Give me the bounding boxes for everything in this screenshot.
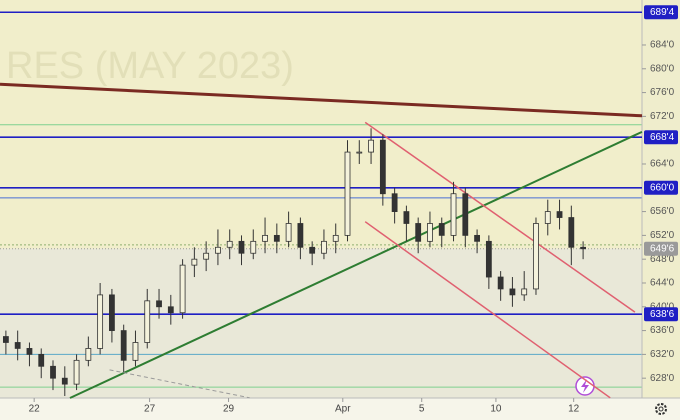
candle-body [203, 252, 210, 260]
candle-body [391, 193, 398, 212]
y-tick-label: 640'0 [650, 301, 675, 312]
candle-body [474, 234, 480, 242]
candle-body [403, 211, 410, 224]
price-label: 660'0 [650, 182, 675, 193]
trend-line [109, 369, 250, 399]
candle-body [215, 246, 221, 254]
y-tick-label: 656'0 [650, 206, 675, 217]
price-label-box [644, 307, 678, 322]
candle-body [568, 217, 575, 248]
axis-bg [642, 0, 680, 398]
candle-body [250, 240, 257, 254]
candle-body [415, 223, 422, 242]
candle-body [73, 359, 80, 385]
candle-body [297, 223, 304, 248]
y-tick-label: 652'0 [650, 230, 675, 241]
trend-line [0, 82, 643, 118]
candle-body [309, 246, 316, 254]
x-tick-label: 22 [29, 404, 41, 415]
candle-body [509, 288, 516, 296]
candle-body [580, 246, 587, 250]
price-label: 638'6 [650, 309, 675, 320]
candle-body [238, 240, 245, 254]
candle-body [344, 151, 351, 236]
candle-body [179, 264, 186, 314]
settings-icon[interactable] [655, 403, 667, 415]
candle-body [556, 211, 563, 218]
x-tick-label: 10 [490, 404, 502, 415]
candle-body [167, 306, 174, 314]
candle-body [109, 294, 115, 331]
candle-body [26, 348, 33, 355]
candle-body [462, 193, 469, 236]
candle-body [85, 348, 92, 361]
candle-body [321, 240, 327, 254]
x-tick-label: 29 [223, 404, 235, 415]
price-label-box [644, 130, 678, 145]
candle-body [485, 240, 492, 278]
y-tick-label: 684'0 [650, 40, 675, 51]
candle-body [120, 330, 127, 361]
candle-body [97, 294, 104, 349]
candle-body [191, 258, 198, 266]
y-tick-label: 672'0 [650, 111, 675, 122]
candle-body [497, 276, 504, 290]
price-label-box [644, 241, 678, 256]
y-tick-label: 648'0 [650, 254, 675, 265]
y-tick-label: 664'0 [650, 159, 675, 170]
price-label-box [644, 180, 678, 195]
candle-body [38, 353, 45, 367]
candle-body [427, 223, 433, 242]
price-label: 689'4 [650, 7, 675, 18]
candle-body [368, 139, 374, 153]
x-tick-label: 27 [144, 404, 156, 415]
candle-body [2, 336, 9, 343]
watermark: RES (MAY 2023) [6, 45, 294, 87]
price-label: 668'4 [650, 132, 675, 143]
candle-body [50, 365, 56, 379]
candle-body [273, 234, 280, 242]
candle-body [285, 223, 292, 242]
alert-bolt [581, 379, 589, 393]
candle-body [332, 234, 339, 242]
candle-body [262, 234, 268, 242]
candle-body [544, 211, 551, 224]
trend-line [364, 221, 611, 399]
candle-body [356, 151, 363, 154]
plot-bg-lower [0, 248, 642, 398]
candle-body [438, 223, 445, 236]
y-tick-label: 636'0 [650, 325, 675, 336]
candle-body [144, 300, 151, 343]
candle-body [521, 288, 528, 296]
x-tick-label: 5 [419, 404, 425, 415]
candle-body [379, 139, 386, 195]
candle-body [132, 342, 139, 361]
trend-line [364, 121, 636, 313]
y-tick-label: 680'0 [650, 63, 675, 74]
price-label-box [644, 5, 678, 20]
candle-body [14, 342, 21, 349]
candle-body [450, 193, 457, 236]
y-tick-label: 628'0 [650, 373, 675, 384]
x-tick-label: Apr [335, 404, 351, 415]
candle-body [226, 240, 233, 248]
price-label: 649'6 [650, 243, 675, 254]
candle-body [61, 377, 68, 385]
x-tick-label: 12 [568, 404, 580, 415]
y-tick-label: 632'0 [650, 349, 675, 360]
y-tick-label: 644'0 [650, 278, 675, 289]
candle-body [156, 300, 162, 308]
trend-line [69, 130, 643, 399]
candle-body [533, 223, 539, 290]
y-tick-label: 676'0 [650, 87, 675, 98]
